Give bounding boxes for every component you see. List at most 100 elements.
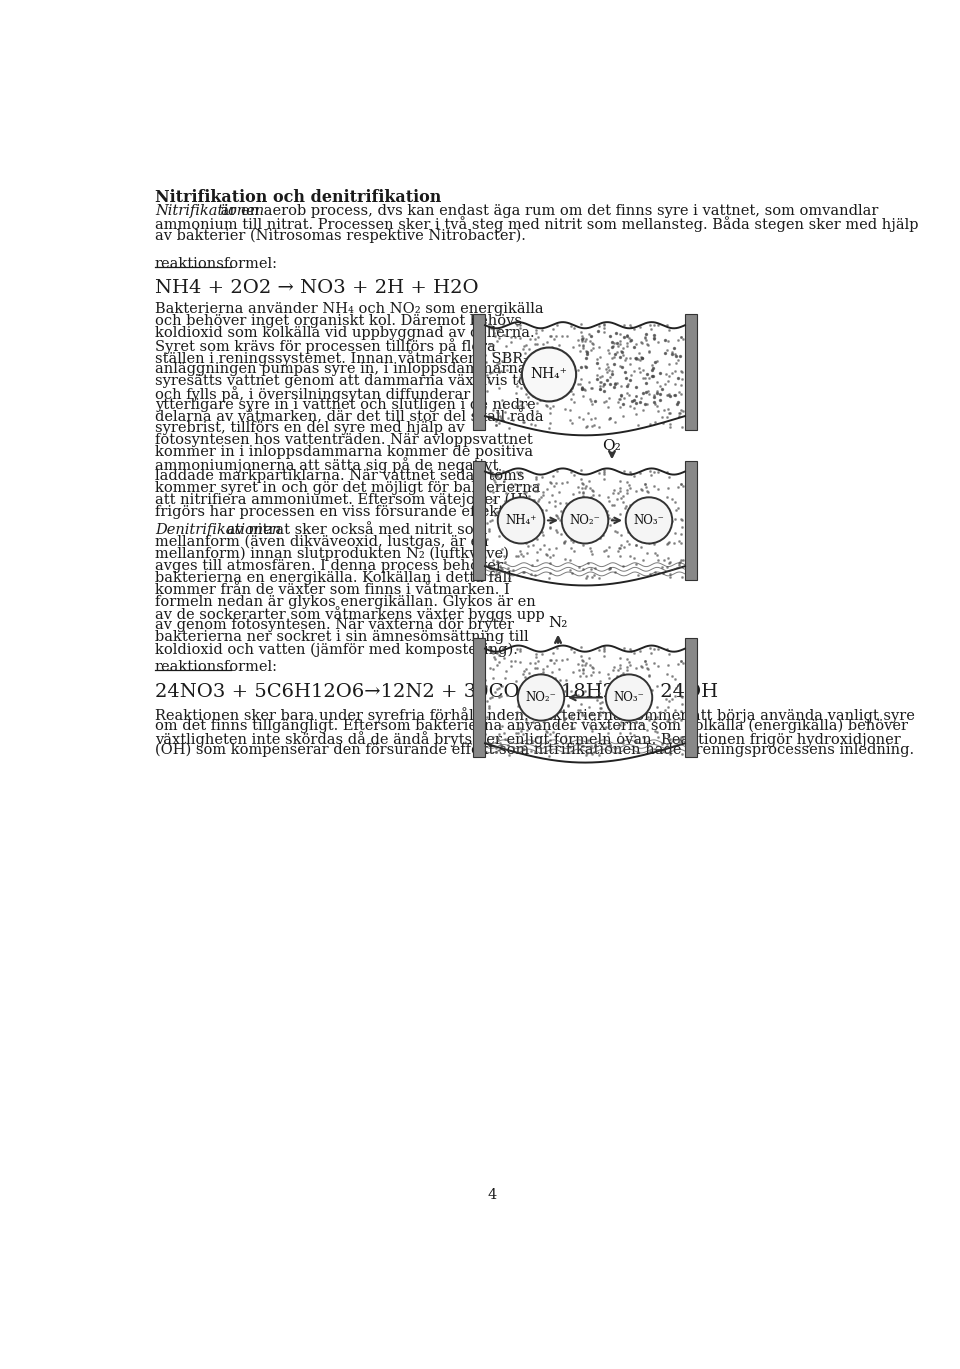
Point <box>633 687 648 709</box>
Point <box>613 712 629 734</box>
Point <box>558 497 573 519</box>
Point <box>576 650 591 672</box>
Point <box>529 361 544 383</box>
Point <box>538 394 553 416</box>
Point <box>583 713 598 735</box>
Text: NH₄⁺: NH₄⁺ <box>505 513 537 527</box>
Point <box>592 704 608 726</box>
Point <box>497 728 513 750</box>
Point <box>660 486 675 508</box>
Point <box>590 320 606 342</box>
Point <box>534 500 549 522</box>
Point <box>632 463 647 485</box>
Point <box>584 340 599 361</box>
Point <box>574 516 589 538</box>
Point <box>612 657 628 679</box>
Point <box>637 472 653 494</box>
Point <box>666 383 682 405</box>
Point <box>603 407 618 428</box>
Point <box>662 563 678 585</box>
Point <box>588 349 604 371</box>
Point <box>676 727 691 749</box>
Point <box>659 556 674 578</box>
Point <box>578 664 593 686</box>
Point <box>634 671 649 693</box>
Point <box>542 412 558 434</box>
Point <box>511 545 526 567</box>
Point <box>576 660 591 682</box>
Point <box>660 385 675 407</box>
Point <box>577 654 592 676</box>
Point <box>528 355 543 376</box>
Point <box>656 561 671 583</box>
Point <box>599 686 614 708</box>
Point <box>661 402 677 424</box>
Point <box>487 323 502 345</box>
Point <box>675 361 690 383</box>
Point <box>504 326 519 348</box>
Point <box>572 522 588 543</box>
Point <box>649 396 664 418</box>
Point <box>605 671 620 693</box>
Point <box>594 513 610 535</box>
Point <box>527 364 542 386</box>
Text: ammonium till nitrat. Processen sker i två steg med nitrit som mellansteg. Båda : ammonium till nitrat. Processen sker i t… <box>155 216 919 233</box>
Point <box>521 694 537 716</box>
Point <box>534 356 549 378</box>
Point <box>591 505 607 527</box>
Point <box>513 474 528 496</box>
Point <box>605 508 620 530</box>
Point <box>589 352 605 374</box>
Point <box>479 364 494 386</box>
Point <box>662 416 678 438</box>
Text: fotosyntesen hos vattenträden. När avloppsvattnet: fotosyntesen hos vattenträden. När avlop… <box>155 434 533 448</box>
Point <box>650 727 665 749</box>
Point <box>507 650 522 672</box>
Point <box>519 719 535 741</box>
Point <box>550 359 565 381</box>
Point <box>561 370 576 392</box>
Point <box>494 350 510 372</box>
Point <box>627 684 642 706</box>
Point <box>517 524 533 546</box>
Point <box>540 396 555 418</box>
Point <box>516 396 531 418</box>
Point <box>671 730 686 752</box>
Point <box>658 342 673 364</box>
Point <box>542 368 558 390</box>
Point <box>555 649 570 671</box>
Point <box>661 465 677 487</box>
Point <box>536 712 551 734</box>
Point <box>492 412 507 434</box>
Point <box>622 721 637 743</box>
Point <box>573 637 588 658</box>
Text: att nitrifiera ammoniumet. Eftersom vätejoner (H): att nitrifiera ammoniumet. Eftersom väte… <box>155 493 529 508</box>
Point <box>517 658 533 680</box>
Point <box>485 481 500 502</box>
Point <box>574 378 589 400</box>
Point <box>548 715 564 737</box>
Point <box>578 705 593 727</box>
Text: delarna av våtmarken, där det till stor del skall råda: delarna av våtmarken, där det till stor … <box>155 409 543 424</box>
Point <box>516 738 532 760</box>
Point <box>523 741 539 763</box>
Point <box>529 509 544 531</box>
Point <box>635 691 650 713</box>
Point <box>541 389 557 411</box>
Point <box>612 385 628 407</box>
Point <box>631 741 646 763</box>
Point <box>547 672 563 694</box>
Point <box>535 698 550 720</box>
Point <box>583 408 598 430</box>
Point <box>477 546 492 568</box>
Point <box>546 652 562 674</box>
Point <box>670 497 685 519</box>
Point <box>528 502 543 524</box>
Point <box>622 396 637 418</box>
Point <box>528 643 543 665</box>
Point <box>509 523 524 545</box>
Point <box>672 552 687 574</box>
Point <box>671 653 686 675</box>
Point <box>587 390 602 412</box>
Point <box>596 381 612 402</box>
